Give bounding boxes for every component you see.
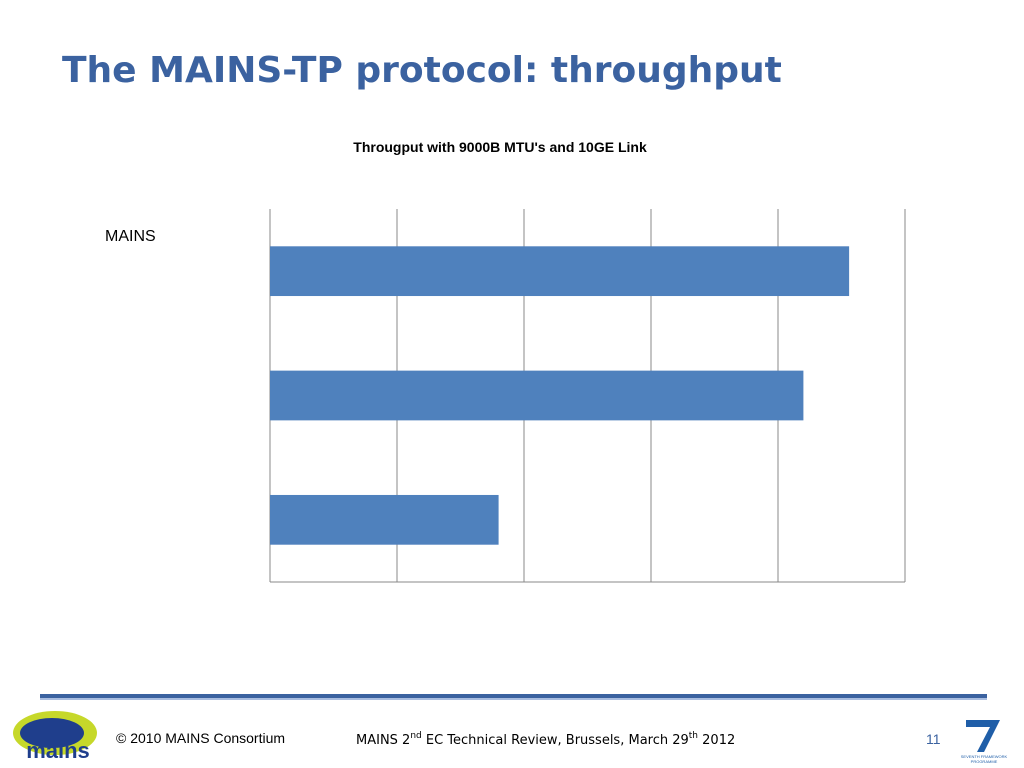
chart-title: Througput with 9000B MTU's and 10GE Link: [353, 139, 647, 155]
fp7-text: PROGRAMME: [971, 759, 998, 764]
chart: MAINS: [105, 209, 906, 583]
mains-logo: mains: [13, 711, 97, 763]
bar: [270, 370, 804, 421]
bar: [270, 494, 499, 545]
fp7-logo: SEVENTH FRAMEWORK PROGRAMME: [961, 720, 1008, 764]
bar: [270, 246, 850, 297]
footer-rule-shadow: [40, 698, 987, 700]
event-sup: th: [689, 731, 698, 741]
logo-text: mains: [26, 738, 90, 763]
event-sup: nd: [410, 731, 421, 741]
event: MAINS 2nd EC Technical Review, Brussels,…: [356, 731, 735, 748]
page-number: 11: [926, 731, 941, 747]
footer-rule: [40, 694, 987, 698]
fp7-seven: [966, 720, 1000, 752]
slide-title: The MAINS-TP protocol: throughput: [62, 50, 782, 91]
event-part: EC Technical Review, Brussels, March 29: [422, 733, 689, 748]
event-part: 2012: [698, 733, 735, 748]
fp7-text: SEVENTH FRAMEWORK: [961, 754, 1008, 759]
event-part: MAINS 2: [356, 733, 410, 748]
copyright: © 2010 MAINS Consortium: [116, 730, 285, 746]
logo-core: [20, 718, 84, 748]
y-tick-label: MAINS: [105, 228, 156, 245]
